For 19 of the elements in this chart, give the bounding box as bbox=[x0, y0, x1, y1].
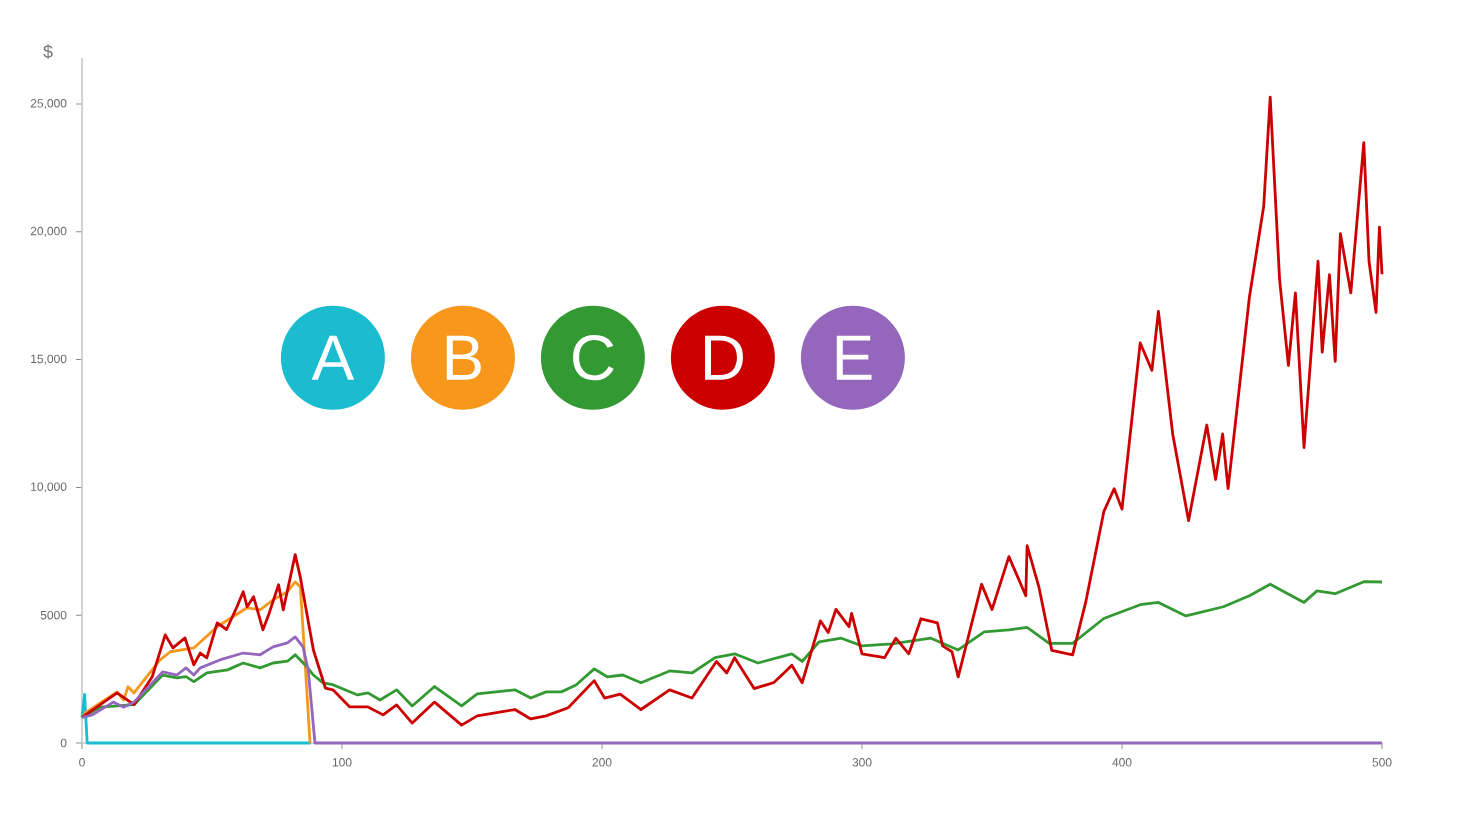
x-tick-label: 200 bbox=[592, 758, 612, 767]
y-tick-label: 20,000 bbox=[30, 226, 67, 237]
y-axis-title: $ bbox=[43, 44, 53, 59]
y-tick-label: 5000 bbox=[40, 610, 67, 620]
x-tick-label: 400 bbox=[1112, 758, 1132, 767]
x-tick-label: 100 bbox=[332, 758, 352, 767]
y-tick-label: 25,000 bbox=[30, 99, 67, 109]
x-tick-label: 300 bbox=[852, 758, 872, 767]
text: A bbox=[311, 335, 355, 380]
x-tick-label: 500 bbox=[1372, 758, 1392, 767]
y-tick-label: 0 bbox=[60, 738, 67, 748]
x-tick-label: 0 bbox=[79, 758, 85, 767]
text: B bbox=[446, 335, 481, 380]
text: D bbox=[705, 335, 743, 380]
y-tick-label: 10,000 bbox=[31, 482, 67, 493]
text: C bbox=[573, 335, 614, 381]
line-series bbox=[80, 95, 1384, 727]
text: E bbox=[836, 335, 872, 380]
y-tick-label: 15,000 bbox=[31, 354, 67, 365]
